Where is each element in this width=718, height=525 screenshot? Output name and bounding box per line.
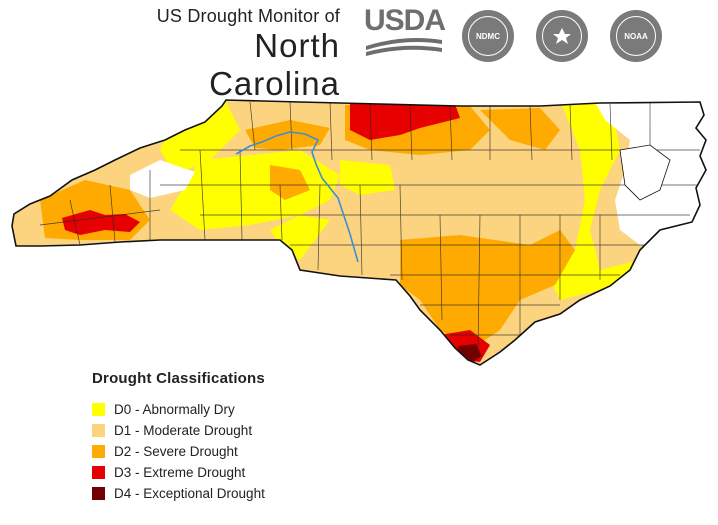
- legend-swatch: [92, 424, 105, 437]
- noaa-label: NOAA: [616, 16, 656, 56]
- usda-wordmark: USDA: [364, 4, 446, 37]
- legend-label: D3 - Extreme Drought: [114, 465, 246, 480]
- usda-logo: USDA: [364, 4, 446, 62]
- usda-swoosh-icon: [366, 38, 442, 56]
- legend-items: D0 - Abnormally Dry D1 - Moderate Drought…: [92, 399, 265, 504]
- legend-label: D1 - Moderate Drought: [114, 423, 253, 438]
- legend-title: Drought Classifications: [92, 370, 265, 387]
- dept-of-commerce-seal-icon: [536, 10, 588, 62]
- pamlico-sound-area: [619, 144, 671, 201]
- d2-area-south: [400, 230, 575, 350]
- legend: Drought Classifications D0 - Abnormally …: [92, 370, 265, 504]
- d0-area-central: [340, 160, 395, 195]
- d2-area-northeast: [480, 108, 560, 150]
- map-subtitle: US Drought Monitor of: [156, 6, 340, 26]
- map-title: North Carolina: [209, 27, 340, 102]
- legend-swatch: [92, 403, 105, 416]
- divide-line: [235, 131, 359, 263]
- north-carolina-drought-map: [11, 99, 707, 366]
- ndmc-seal-icon: NDMC: [462, 10, 514, 62]
- legend-label: D4 - Exceptional Drought: [114, 486, 265, 501]
- legend-swatch: [92, 487, 105, 500]
- eagle-icon: [553, 28, 571, 44]
- ndmc-label: NDMC: [468, 16, 508, 56]
- legend-swatch: [92, 466, 105, 479]
- county-boundaries: [39, 101, 700, 351]
- d3-area-west: [62, 210, 140, 235]
- legend-label: D0 - Abnormally Dry: [114, 402, 235, 417]
- legend-label: D2 - Severe Drought: [114, 444, 238, 459]
- d3-area-north: [350, 104, 460, 140]
- legend-item: D4 - Exceptional Drought: [92, 483, 265, 504]
- header: US Drought Monitor of North Carolina USD…: [0, 0, 718, 102]
- legend-item: D2 - Severe Drought: [92, 441, 265, 462]
- legend-item: D3 - Extreme Drought: [92, 462, 265, 483]
- legend-item: D0 - Abnormally Dry: [92, 399, 265, 420]
- noaa-seal-icon: NOAA: [610, 10, 662, 62]
- legend-item: D1 - Moderate Drought: [92, 420, 265, 441]
- title-block: US Drought Monitor of North Carolina: [140, 6, 340, 103]
- d2-area-northwest: [245, 120, 330, 150]
- normal-area-mountains: [130, 160, 195, 198]
- legend-swatch: [92, 445, 105, 458]
- drought-areas: [12, 100, 706, 365]
